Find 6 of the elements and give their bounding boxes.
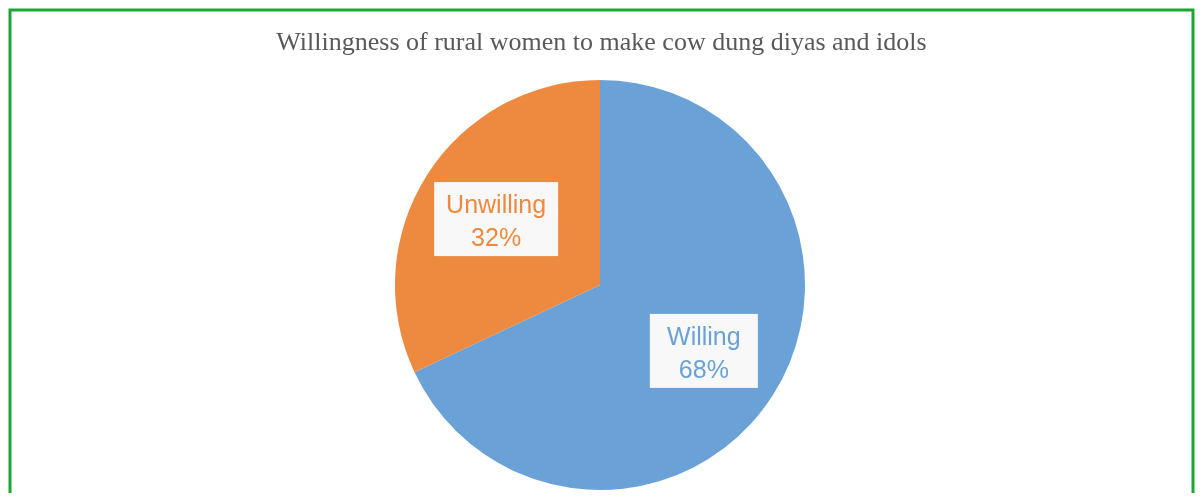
data-label: 68% [678,354,729,383]
pie-slice [414,80,805,490]
data-label: 32% [471,223,522,252]
slice-label: Willing [667,321,741,350]
slice-label: Unwilling [446,190,547,219]
chart-title: Willingness of rural women to make cow dung diyas and idols [276,27,927,56]
